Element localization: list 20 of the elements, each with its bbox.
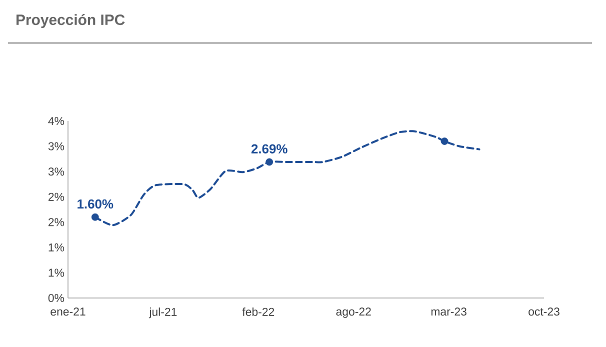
x-tick-label: jul-21 [148, 308, 177, 318]
y-tick-label: 3% [48, 168, 64, 176]
chart-title: Proyección IPC [16, 14, 125, 28]
y-tick-label: 0% [48, 294, 64, 302]
data-label: 2.69% [251, 144, 288, 154]
x-tick-label: ene-21 [50, 308, 86, 316]
point [266, 158, 274, 166]
x-tick-label: ago-22 [336, 308, 371, 318]
y-tick-label: 1% [48, 268, 64, 277]
y-tick-label: 3% [48, 142, 64, 150]
point [440, 138, 448, 145]
y-tick-label: 1% [48, 243, 64, 252]
y-tick-label: 2% [48, 192, 64, 201]
x-tick-label: oct-23 [528, 308, 560, 316]
x-tick-label: mar-23 [431, 308, 466, 316]
y-tick-label: 2% [48, 218, 64, 226]
x-tick-label: feb-22 [242, 308, 274, 316]
data-label: 1.60% [78, 199, 114, 209]
y-tick-label: 4% [48, 116, 64, 126]
point [91, 213, 99, 221]
